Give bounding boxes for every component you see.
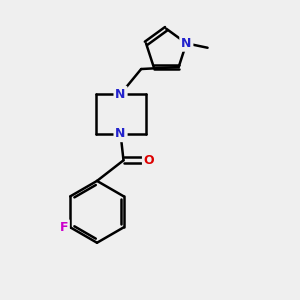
- Text: F: F: [59, 221, 68, 234]
- Text: N: N: [116, 88, 126, 100]
- Text: O: O: [144, 154, 154, 167]
- Text: N: N: [181, 37, 191, 50]
- Text: N: N: [116, 127, 126, 140]
